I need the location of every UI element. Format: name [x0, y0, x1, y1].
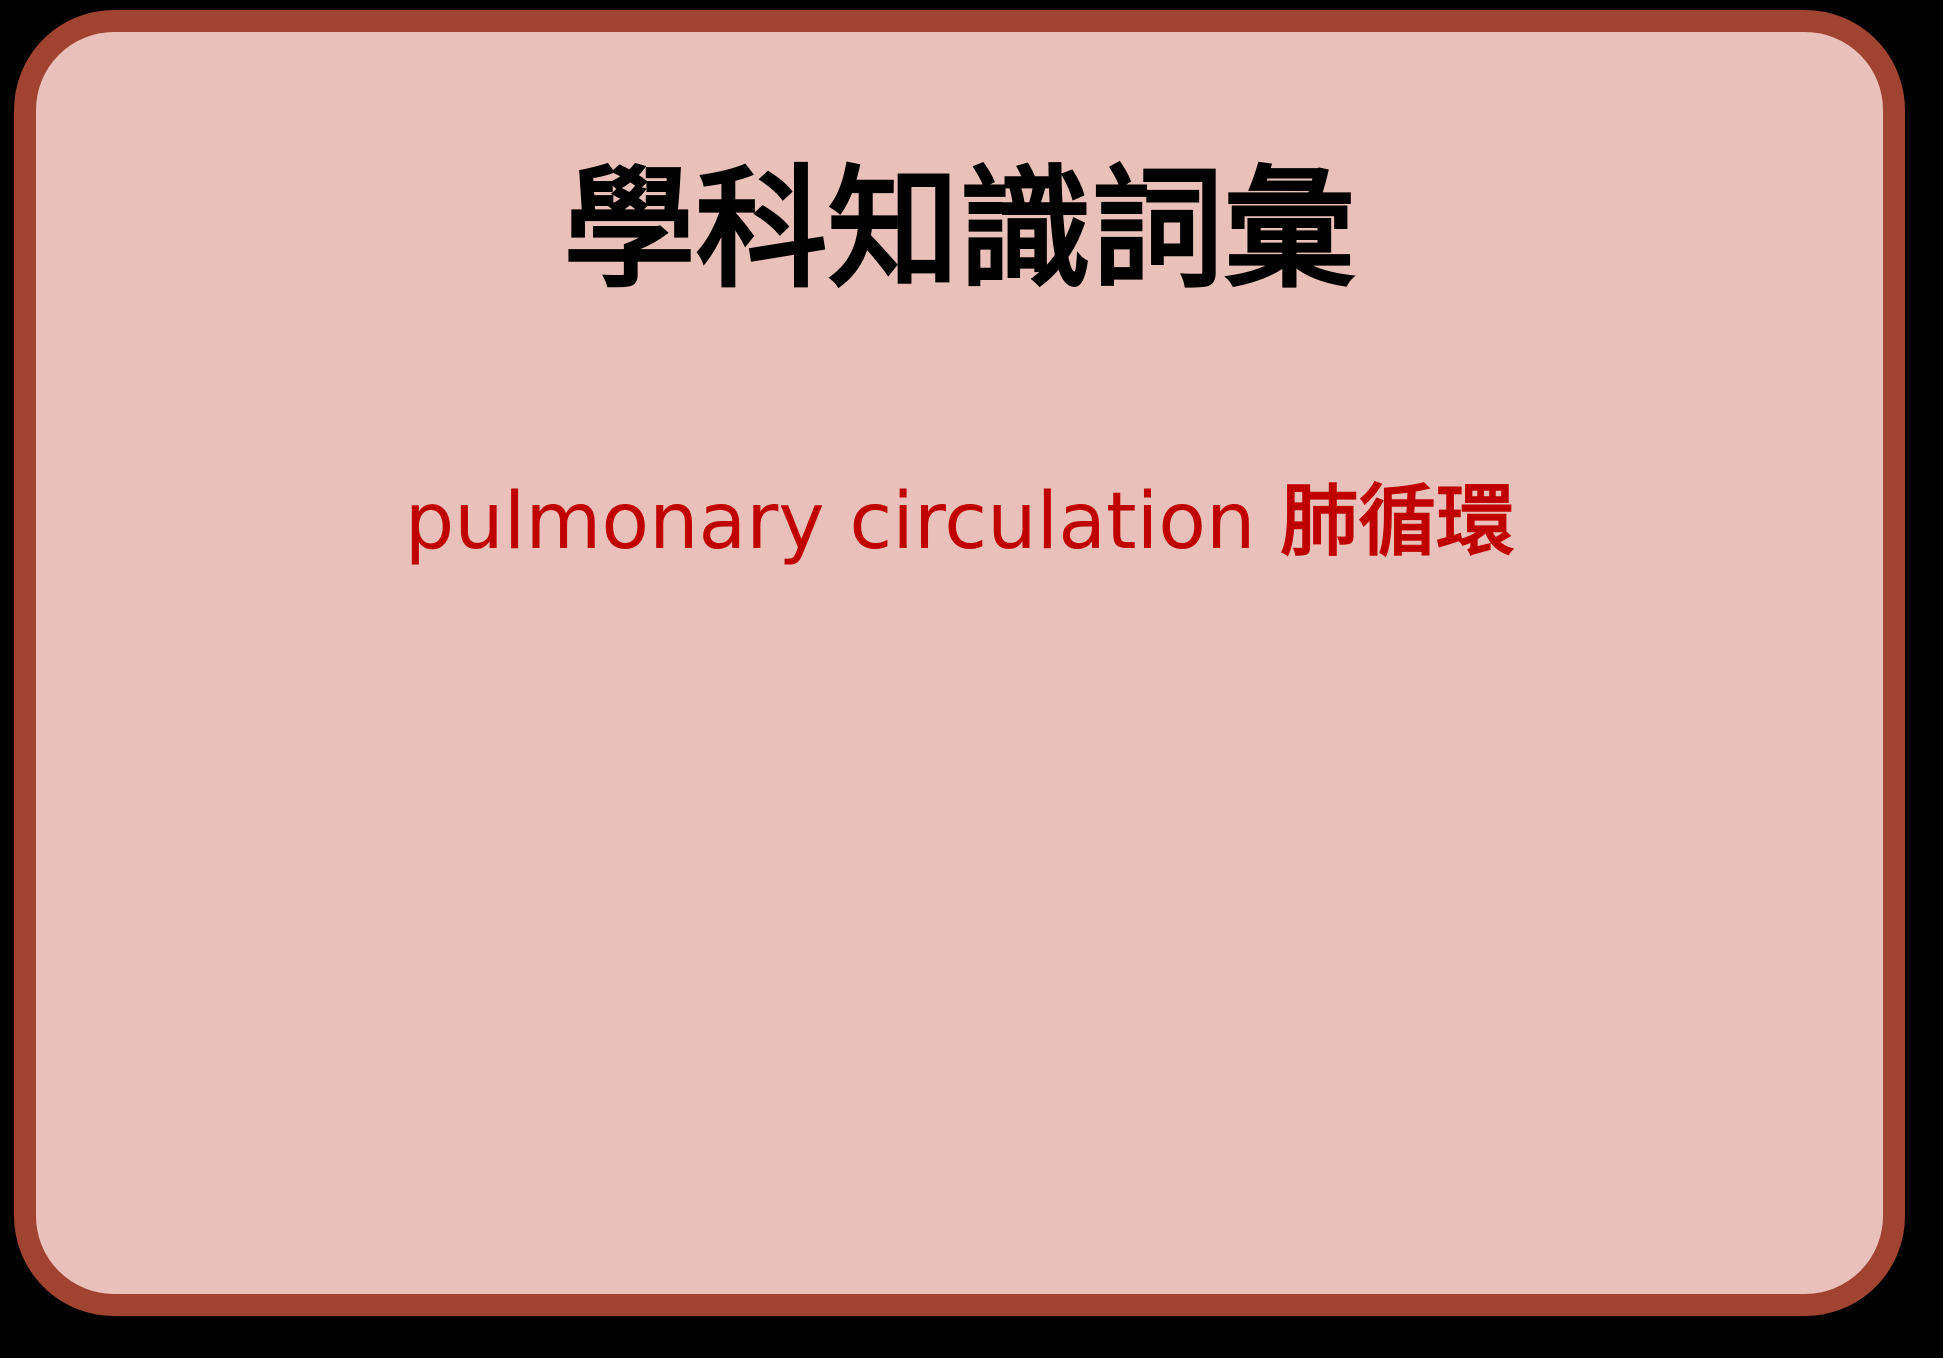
card-title: 學科知識詞彙 — [563, 153, 1356, 307]
card-body: 學科知識詞彙 pulmonary circulation 肺循環 — [36, 32, 1883, 1294]
vocabulary-term: pulmonary circulation 肺循環 — [36, 472, 1883, 572]
term-english: pulmonary circulation — [404, 477, 1256, 567]
vocabulary-card: 學科知識詞彙 pulmonary circulation 肺循環 — [14, 10, 1905, 1316]
term-chinese: 肺循環 — [1280, 477, 1515, 567]
